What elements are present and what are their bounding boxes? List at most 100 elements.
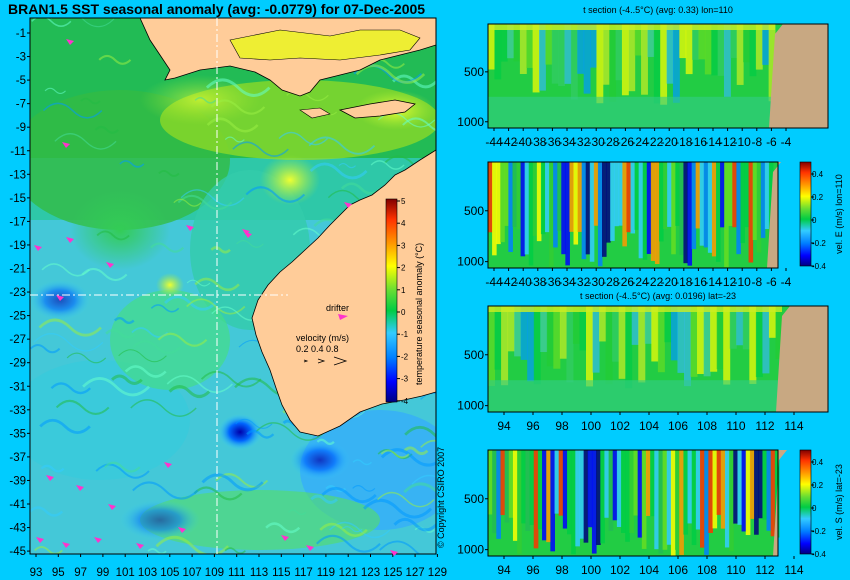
map-y-tick-label: -5 (16, 75, 26, 87)
section-column (629, 450, 634, 534)
section-column (766, 450, 772, 531)
section-surface-layer (488, 24, 775, 30)
eddy-swirl (150, 304, 180, 313)
section-column (711, 162, 717, 257)
section-column (537, 450, 543, 530)
section-column (720, 162, 725, 228)
section-column (679, 24, 687, 59)
section-colorbar-tick-label: -0.2 (812, 527, 826, 536)
section-column (612, 450, 618, 521)
map-x-tick-label: 127 (406, 567, 425, 579)
eddy-swirl (210, 99, 266, 115)
section-column (592, 306, 600, 373)
drifter-marker (178, 527, 186, 533)
velocity-values: 0.2 0.4 0.8 (296, 344, 339, 354)
section-column (748, 162, 754, 263)
section-column (724, 162, 729, 268)
section-x-tick-label: -16 (690, 275, 708, 289)
section-column (618, 306, 626, 379)
map-y-tick-label: -23 (9, 287, 26, 299)
eddy-swirl (224, 136, 245, 143)
section-x-tick-label: -12 (719, 275, 737, 289)
section-x-tick-label: -40 (515, 275, 533, 289)
eddy-swirl (379, 540, 421, 554)
section-x-tick-label: -18 (675, 135, 693, 149)
section-column (712, 450, 718, 529)
section-x-tick-label: -26 (617, 275, 635, 289)
section-column (516, 162, 522, 230)
drifter-marker (242, 229, 250, 235)
section-column (488, 450, 493, 515)
colorbar-tick-label: 4 (401, 219, 406, 228)
eddy-swirl (40, 464, 65, 473)
colorbar-tick-label: 1 (401, 286, 406, 295)
section-column (723, 306, 731, 385)
section-column (517, 450, 522, 554)
vel-s-section: 500 1000 94 96 98 100 102 104 106 108 110 112 114 0.4… (457, 449, 844, 577)
section-column (545, 24, 553, 65)
section-column (545, 162, 550, 233)
section-column (628, 24, 636, 92)
section-column (616, 450, 622, 527)
section-column (659, 162, 664, 242)
section-column (512, 450, 518, 541)
section-column (558, 450, 564, 516)
eddy-swirl (44, 87, 66, 95)
section-column (733, 450, 738, 524)
section-column (768, 306, 776, 338)
section-column (695, 450, 701, 530)
section-column (605, 306, 613, 385)
eddy-swirl (235, 418, 273, 429)
section-x-tick-label: -38 (529, 275, 547, 289)
section-colorbar-tick-label: -0.2 (812, 239, 826, 248)
section-column (504, 162, 509, 226)
eddy-swirl (186, 279, 211, 287)
section-column (615, 24, 623, 81)
eddy-swirl (132, 481, 199, 500)
map-x-tick-label: 103 (138, 567, 157, 579)
section-column (762, 450, 768, 520)
section-column (745, 450, 751, 536)
section-x-tick-label: 114 (784, 563, 803, 577)
section-column (508, 450, 514, 518)
map-x-tick-label: 105 (160, 567, 179, 579)
section-column (586, 306, 594, 387)
section-x-tick-label: 104 (639, 563, 659, 577)
section-column (677, 306, 685, 373)
eddy-swirl (420, 439, 436, 448)
sst-map: 93 95 97 99 101 103 105 107 109 111 113 115 117 119 12… (9, 17, 447, 579)
eddy-swirl (94, 125, 119, 134)
eddy-swirl (168, 385, 211, 398)
section-column (494, 306, 502, 370)
drifter-marker (94, 537, 102, 543)
section-column (666, 450, 672, 545)
eddy-swirl (118, 349, 167, 363)
eddy-swirl (33, 333, 104, 352)
section-surface-layer (488, 306, 782, 312)
section-column (762, 24, 770, 65)
map-x-tick-label: 115 (272, 567, 290, 579)
eddy-swirl (105, 328, 137, 339)
section-column (542, 450, 547, 541)
section-column (536, 162, 542, 242)
colorbar-tick-label: -1 (401, 330, 409, 339)
section-colorbar-tick-label: 0.4 (812, 170, 824, 179)
map-x-tick-label: 125 (383, 567, 402, 579)
section-column (539, 24, 546, 91)
map-x-tick-label: 95 (52, 567, 65, 579)
section-x-tick-label: -4 (781, 135, 792, 149)
section-column (521, 450, 526, 524)
section-column (581, 162, 587, 260)
drifter-label: drifter (326, 303, 349, 313)
section-column (650, 450, 655, 517)
section-column (549, 162, 554, 267)
section-x-tick-label: -26 (617, 135, 635, 149)
section-column (687, 450, 693, 524)
section-x-tick-label: 98 (555, 419, 569, 433)
section-column (577, 24, 585, 74)
section-colorbar-tick-label: 0 (812, 504, 817, 513)
eddy-swirl (82, 377, 151, 397)
section-column (608, 450, 614, 531)
section-column (691, 450, 697, 546)
t-section-lat: t section (-4..5°C) (avg: 0.0196) lat=-2… (457, 291, 829, 433)
